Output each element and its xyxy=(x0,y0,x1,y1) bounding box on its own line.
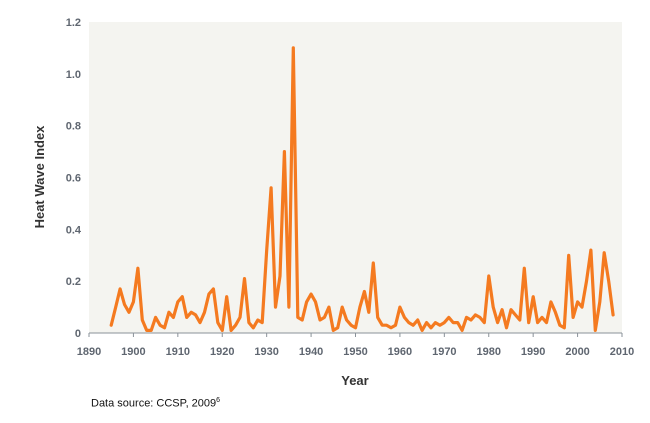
x-tick-label: 2010 xyxy=(610,346,634,358)
y-tick-label: 1.0 xyxy=(66,69,81,81)
x-tick-label: 2000 xyxy=(565,346,589,358)
plot-area xyxy=(89,22,622,333)
x-tick-label: 1940 xyxy=(299,346,323,358)
y-axis-ticks: 0 0.2 0.4 0.6 0.8 1.0 1.2 xyxy=(66,17,82,340)
data-source-text: Data source: CCSP, 2009 xyxy=(91,397,217,410)
x-tick-label: 1890 xyxy=(77,346,101,358)
x-tick-label: 1980 xyxy=(477,346,501,358)
x-tick-label: 1960 xyxy=(388,346,412,358)
y-axis-title: Heat Wave Index xyxy=(32,125,47,229)
heat-wave-chart: 0 0.2 0.4 0.6 0.8 1.0 1.2 1890 1900 1910 1920 1930… xyxy=(32,17,634,388)
y-tick-label: 1.2 xyxy=(66,17,81,29)
y-tick-label: 0 xyxy=(75,328,81,340)
data-source-note: Data source: CCSP, 20096 xyxy=(91,397,220,410)
x-tick-label: 1950 xyxy=(343,346,367,358)
x-tick-label: 1970 xyxy=(432,346,456,358)
x-axis-ticks: 1890 1900 1910 1920 1930 1940 1950 1960 1970 1980… xyxy=(77,333,634,358)
x-tick-label: 1990 xyxy=(521,346,545,358)
series-line-heat-wave-index xyxy=(109,46,615,332)
x-tick-label: 1920 xyxy=(210,346,234,358)
footnote-marker: 6 xyxy=(216,397,221,404)
series-layer xyxy=(109,46,615,332)
y-tick-label: 0.6 xyxy=(66,173,81,185)
x-tick-label: 1900 xyxy=(121,346,145,358)
y-tick-label: 0.2 xyxy=(66,276,81,288)
x-axis-title: Year xyxy=(341,373,368,388)
y-tick-label: 0.8 xyxy=(66,121,81,133)
x-tick-label: 1930 xyxy=(254,346,278,358)
y-tick-label: 0.4 xyxy=(66,224,82,236)
x-tick-label: 1910 xyxy=(166,346,190,358)
